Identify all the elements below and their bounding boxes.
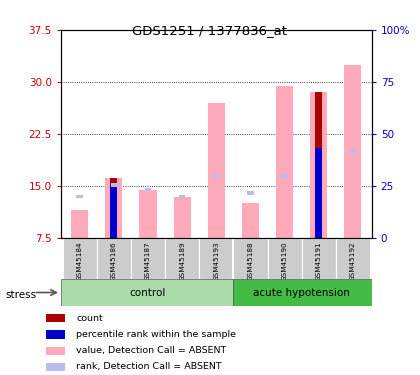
Bar <box>242 203 259 238</box>
Text: count: count <box>76 314 103 323</box>
Bar <box>276 86 293 238</box>
Bar <box>173 196 191 238</box>
Text: acute hypotension: acute hypotension <box>253 288 350 297</box>
Text: stress: stress <box>5 290 36 300</box>
Text: GSM45186: GSM45186 <box>111 242 117 281</box>
Bar <box>199 238 234 279</box>
Bar <box>139 190 157 238</box>
Bar <box>165 238 199 279</box>
Bar <box>63 238 97 279</box>
Text: GSM45189: GSM45189 <box>179 242 185 281</box>
Text: GSM45188: GSM45188 <box>247 242 253 281</box>
Text: GSM45187: GSM45187 <box>145 242 151 281</box>
Bar <box>131 238 165 279</box>
Bar <box>46 346 65 355</box>
Text: control: control <box>130 288 166 297</box>
Bar <box>179 195 185 198</box>
Text: GDS1251 / 1377836_at: GDS1251 / 1377836_at <box>132 24 288 38</box>
Text: GSM45191: GSM45191 <box>316 242 322 281</box>
Bar <box>302 238 336 279</box>
Text: GSM45193: GSM45193 <box>213 242 219 281</box>
Bar <box>46 330 65 339</box>
Bar <box>110 183 117 187</box>
Text: percentile rank within the sample: percentile rank within the sample <box>76 330 236 339</box>
Bar <box>234 279 372 306</box>
Bar <box>76 195 83 198</box>
Bar <box>61 279 234 306</box>
Bar <box>46 314 65 322</box>
Bar <box>110 178 117 238</box>
Text: rank, Detection Call = ABSENT: rank, Detection Call = ABSENT <box>76 362 222 371</box>
Bar <box>315 93 322 238</box>
Bar <box>315 148 322 238</box>
Bar <box>234 238 268 279</box>
Bar <box>105 178 122 238</box>
Text: GSM45190: GSM45190 <box>281 242 288 281</box>
Bar <box>281 174 288 178</box>
Bar <box>46 363 65 371</box>
Text: GSM45192: GSM45192 <box>350 242 356 281</box>
Bar <box>110 185 117 238</box>
Bar <box>213 174 220 178</box>
Bar <box>97 238 131 279</box>
Bar <box>71 210 88 238</box>
Bar <box>145 188 151 192</box>
Bar <box>336 238 370 279</box>
Bar <box>310 93 327 238</box>
Bar <box>247 191 254 195</box>
Text: GSM45184: GSM45184 <box>77 242 83 281</box>
Text: value, Detection Call = ABSENT: value, Detection Call = ABSENT <box>76 346 226 355</box>
Bar <box>350 150 356 153</box>
Bar <box>344 64 362 238</box>
Bar <box>208 103 225 238</box>
Bar <box>268 238 302 279</box>
